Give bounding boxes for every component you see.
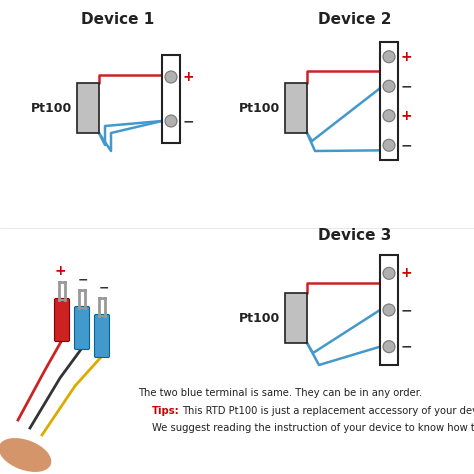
Text: +: +	[183, 70, 195, 84]
FancyBboxPatch shape	[94, 315, 109, 357]
Circle shape	[383, 341, 395, 353]
Bar	[380, 255, 398, 365]
Text: −: −	[401, 340, 413, 354]
Circle shape	[383, 51, 395, 63]
Text: +: +	[54, 264, 66, 278]
Text: −: −	[401, 79, 413, 93]
Text: Pt100: Pt100	[239, 101, 280, 115]
Text: Device 1: Device 1	[82, 12, 155, 27]
Circle shape	[165, 115, 177, 127]
Bar	[285, 293, 307, 343]
Circle shape	[165, 71, 177, 83]
Text: +: +	[401, 109, 413, 123]
Text: The two blue terminal is same. They can be in any order.: The two blue terminal is same. They can …	[138, 388, 422, 398]
Text: We suggest reading the instruction of your device to know how to connect.: We suggest reading the instruction of yo…	[152, 423, 474, 433]
Text: This RTD Pt100 is just a replacement accessory of your device.: This RTD Pt100 is just a replacement acc…	[182, 406, 474, 416]
Text: −: −	[401, 303, 413, 317]
Bar	[77, 83, 99, 133]
Circle shape	[383, 304, 395, 316]
Text: −: −	[99, 281, 109, 294]
Bar	[162, 55, 180, 143]
Circle shape	[383, 139, 395, 151]
Text: Pt100: Pt100	[31, 101, 72, 115]
FancyBboxPatch shape	[74, 307, 90, 349]
Bar	[380, 42, 398, 160]
Circle shape	[383, 80, 395, 92]
Text: −: −	[401, 138, 413, 152]
Bar	[285, 83, 307, 133]
Text: Device 2: Device 2	[318, 12, 392, 27]
Text: −: −	[78, 273, 88, 286]
Text: Device 3: Device 3	[319, 228, 392, 243]
Text: +: +	[401, 50, 413, 64]
Circle shape	[383, 267, 395, 279]
Ellipse shape	[0, 438, 51, 472]
Circle shape	[383, 110, 395, 122]
Text: −: −	[183, 114, 195, 128]
Text: Tips:: Tips:	[152, 406, 180, 416]
FancyBboxPatch shape	[55, 299, 70, 341]
Text: Pt100: Pt100	[239, 311, 280, 325]
Text: +: +	[401, 266, 413, 280]
